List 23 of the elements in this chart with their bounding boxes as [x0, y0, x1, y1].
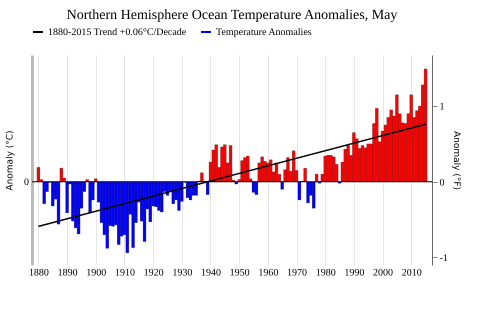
x-tick-label: 1960: [258, 268, 278, 278]
x-tick-label: 1880: [28, 268, 49, 278]
chart-title: Northern Hemisphere Ocean Temperature Anomalies, May: [66, 8, 398, 23]
x-tick-label: 1950: [230, 268, 250, 278]
y2-tick-label: 1: [440, 102, 444, 113]
x-tick-label: 1940: [200, 268, 221, 278]
x-tick-label: 1980: [316, 268, 336, 278]
x-tick-label: 2000: [373, 268, 394, 278]
x-tick-label: 1930: [172, 268, 192, 278]
x-tick-label: 2010: [402, 268, 422, 278]
x-tick-label: 1920: [144, 268, 164, 278]
y-axis-title: Anomaly (°C): [6, 130, 16, 191]
ref-line-label: 0: [24, 176, 29, 188]
y2-axis-title: Anomaly (°F): [450, 130, 461, 190]
x-tick-label: 1990: [344, 268, 364, 278]
x-tick-label: 1900: [86, 268, 106, 278]
x-tick-label: 1890: [58, 268, 78, 278]
x-tick-label: 1970: [287, 268, 308, 278]
legend-label: Temperature Anomalies: [216, 27, 312, 38]
x-tick-label: 1910: [114, 268, 135, 278]
legend-label: 1880-2015 Trend +0.06°C/Decade: [48, 27, 187, 38]
y2-tick-label: 0: [440, 177, 444, 188]
y2-tick-label: -1: [440, 252, 448, 264]
